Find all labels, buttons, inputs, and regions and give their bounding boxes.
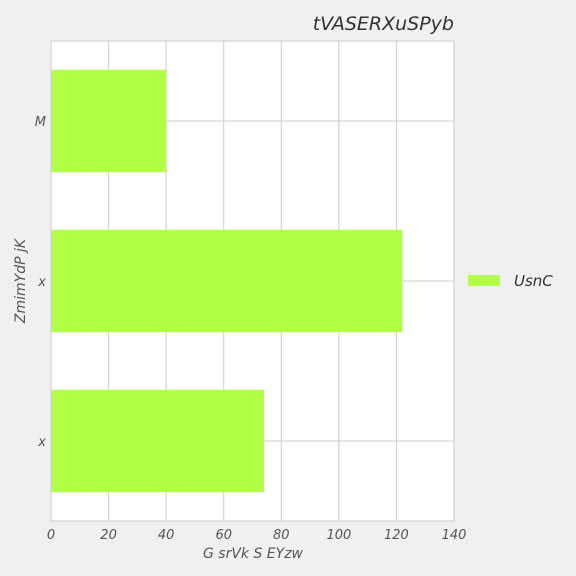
bars (51, 69, 403, 493)
chart-title: tVASERXuSPyb (313, 13, 454, 35)
x-tick-label: 120 (384, 528, 409, 543)
y-axis-label: ZmimYdP jK (13, 237, 29, 324)
y-tick-label: x (37, 435, 46, 450)
x-tick-label: 40 (158, 528, 175, 543)
x-tick-label: 80 (273, 528, 290, 543)
x-tick-label: 20 (100, 528, 117, 543)
legend: UsnC (468, 272, 553, 290)
legend-label: UsnC (514, 272, 553, 290)
y-tick-labels: Mx x (35, 115, 47, 450)
x-tick-label: 140 (442, 528, 467, 543)
x-tick-label: 60 (215, 528, 232, 543)
y-tick-label: M (35, 115, 46, 130)
y-tick-label: x (37, 275, 46, 290)
x-axis-label: G srVk S EYzw (203, 546, 304, 562)
bar (51, 69, 167, 173)
x-tick-label: 0 (47, 528, 55, 543)
bar (51, 389, 265, 493)
plot-frame (50, 40, 455, 522)
legend-swatch (468, 275, 500, 286)
x-tick-label: 100 (326, 528, 351, 543)
x-tick-labels: 0 20 40 60 80 100 120 140 (47, 528, 467, 543)
bar (51, 229, 403, 333)
